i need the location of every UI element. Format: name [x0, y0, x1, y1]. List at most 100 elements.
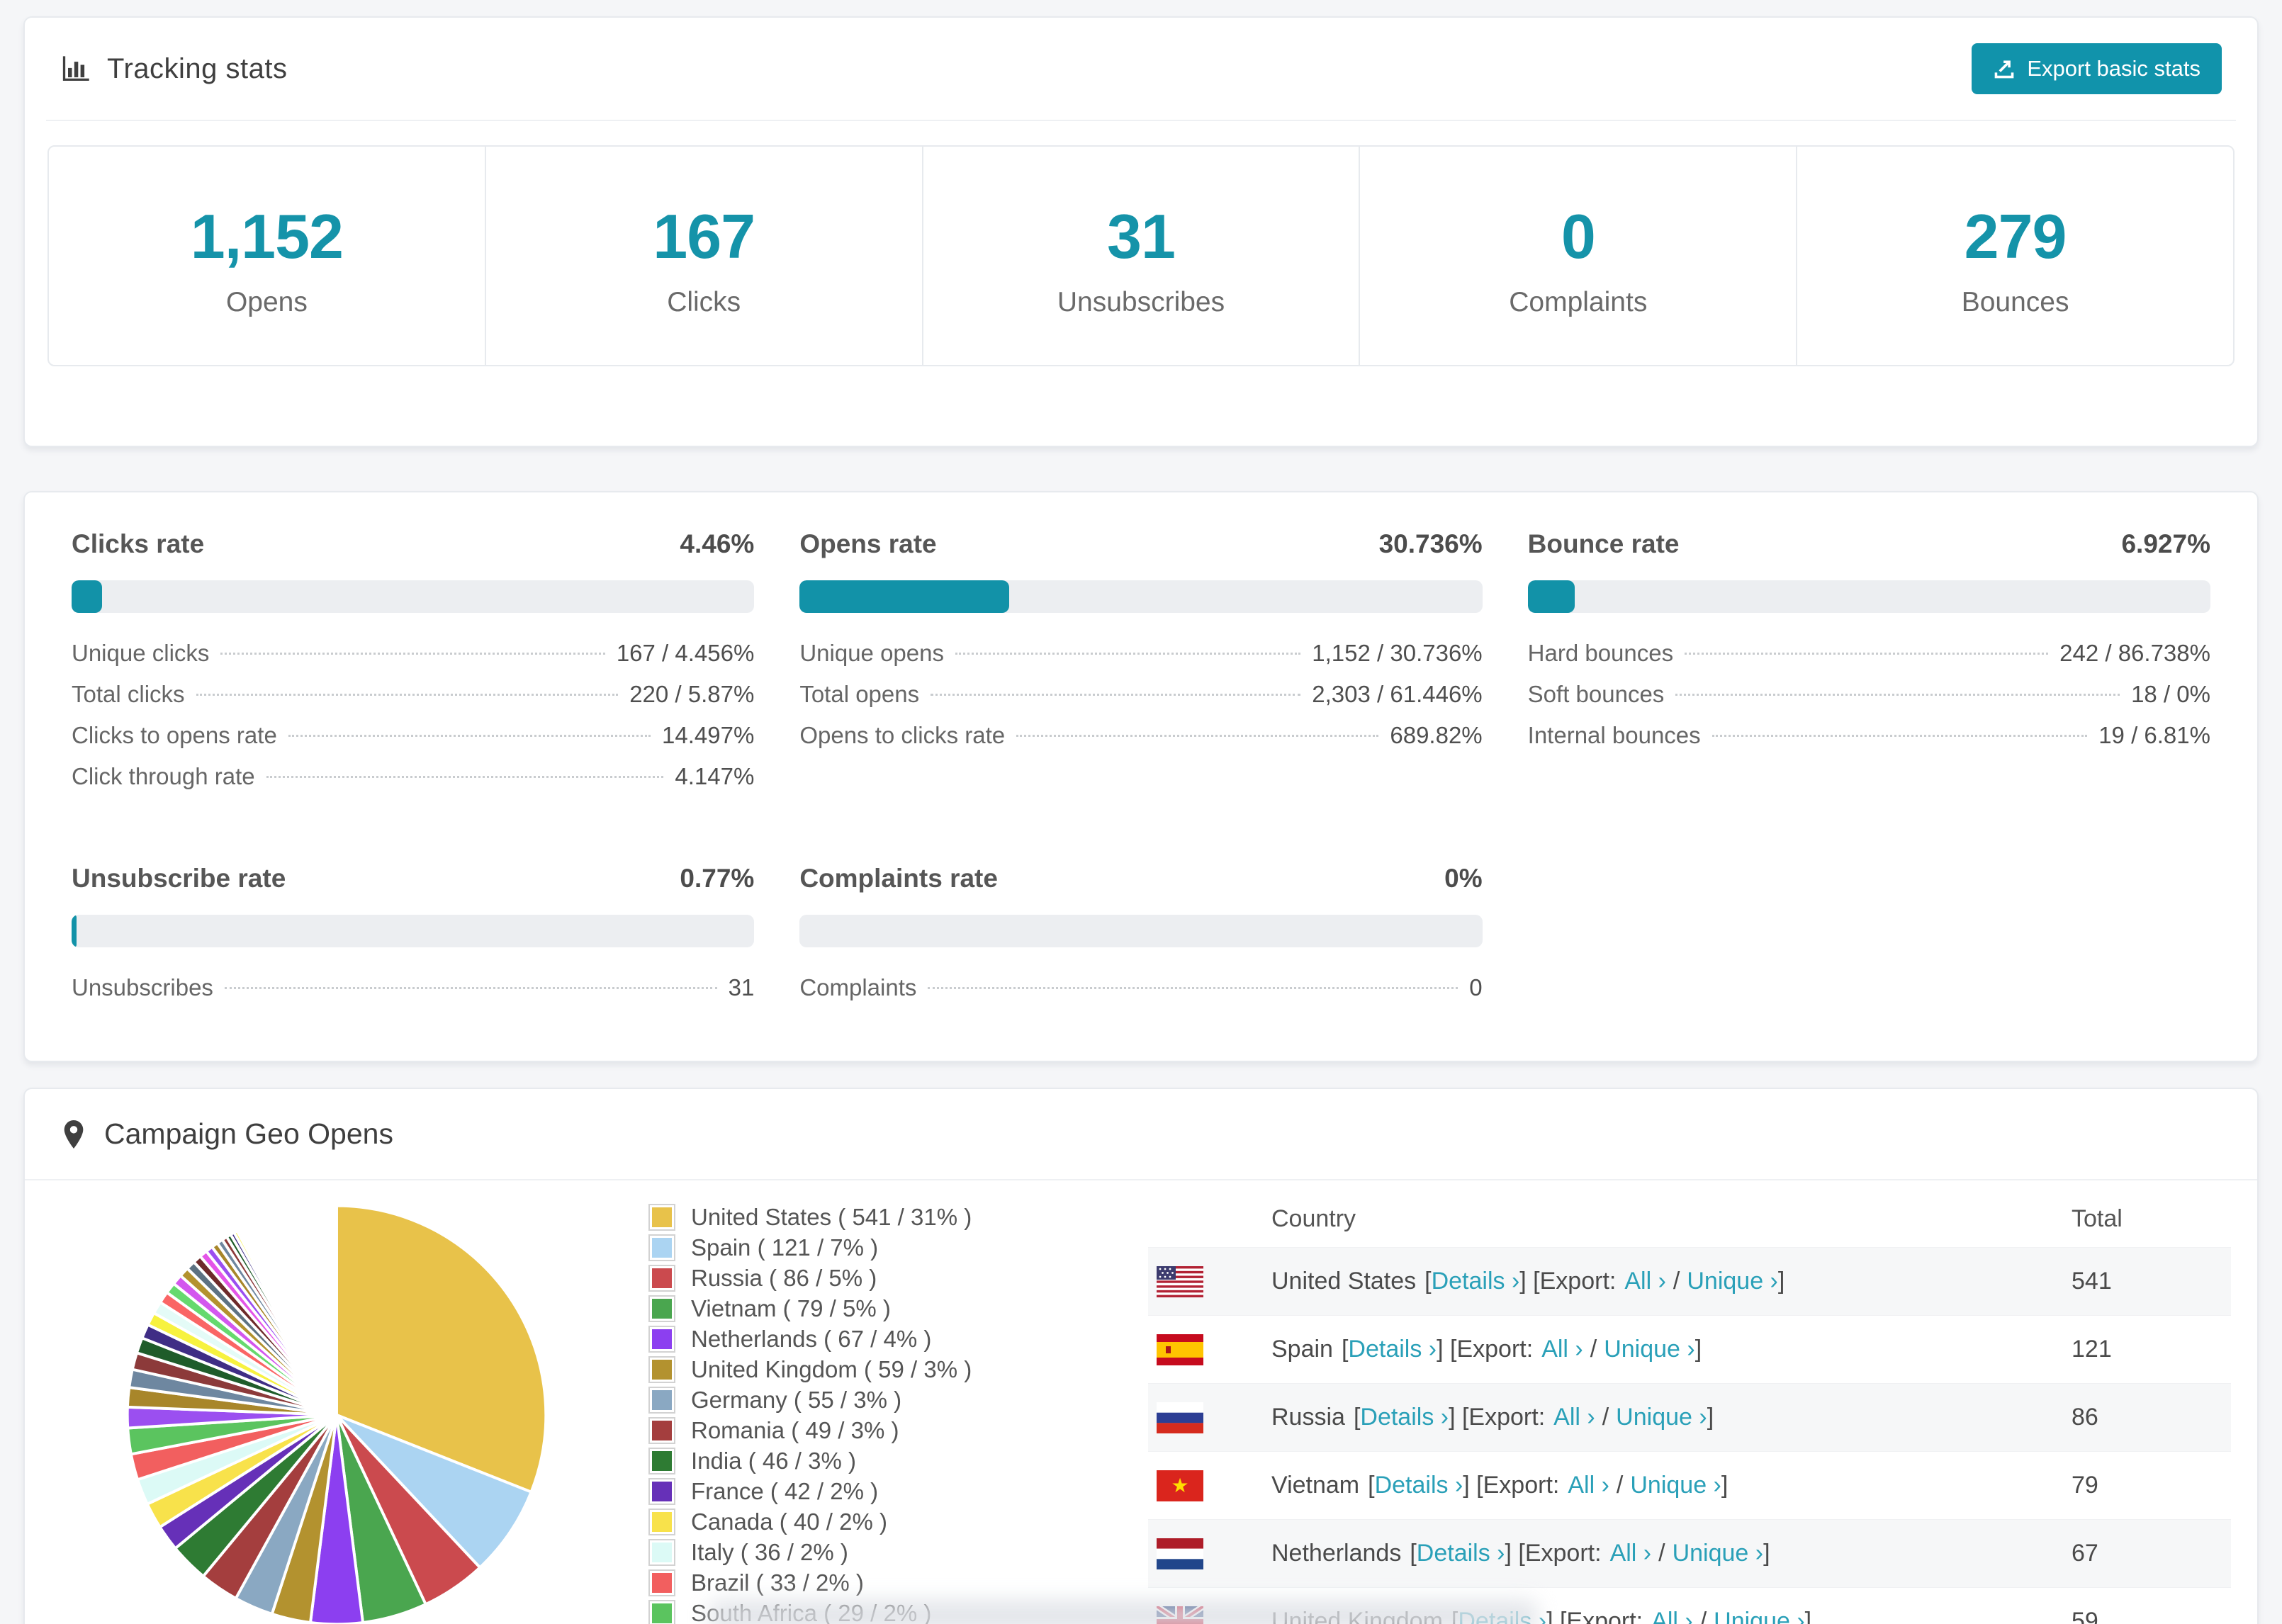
- country-total: 79: [2072, 1472, 2098, 1499]
- summary-stats-row: 1,152 Opens 167 Clicks 31 Unsubscribes 0…: [47, 145, 2235, 366]
- geo-header-divider: [25, 1179, 2257, 1180]
- legend-swatch: [648, 1447, 675, 1474]
- complaints-rate-progress-bar: [799, 915, 1483, 947]
- legend-swatch: [648, 1295, 675, 1322]
- geo-opens-table: Country Total United States [Details ›] […: [1148, 1190, 2231, 1624]
- tracking-stats-card: Tracking stats Export basic stats 1,152 …: [23, 16, 2259, 447]
- opens-rate-block: Opens rate 30.736% Unique opens 1,152 / 3…: [799, 529, 1483, 804]
- rate-value: 0%: [1444, 864, 1483, 893]
- legend-label: Germany ( 55 / 3% ): [691, 1386, 902, 1413]
- legend-label: Vietnam ( 79 / 5% ): [691, 1295, 891, 1321]
- country-total: 59: [2072, 1608, 2098, 1624]
- complaints-count: 0: [1561, 201, 1596, 271]
- country-total: 121: [2072, 1336, 2112, 1363]
- stat-row: Total opens 2,303 / 61.446%: [799, 681, 1483, 707]
- clicks-count: 167: [653, 201, 755, 271]
- us-flag-icon: [1157, 1265, 1203, 1297]
- export-unique-link[interactable]: Unique ›: [1630, 1472, 1721, 1499]
- export-unique-link[interactable]: Unique ›: [1672, 1540, 1764, 1567]
- legend-label: Italy ( 36 / 2% ): [691, 1538, 848, 1565]
- legend-swatch: [648, 1508, 675, 1535]
- table-header-row: Country Total: [1148, 1190, 2231, 1247]
- export-all-link[interactable]: All ›: [1651, 1608, 1693, 1624]
- legend-label: Spain ( 121 / 7% ): [691, 1234, 879, 1261]
- legend-label: United Kingdom ( 59 / 3% ): [691, 1355, 972, 1382]
- legend-swatch: [648, 1234, 675, 1261]
- legend-swatch: [648, 1203, 675, 1231]
- rate-title: Clicks rate: [72, 529, 205, 558]
- stat-bounces: 279 Bounces: [1796, 147, 2233, 365]
- details-link[interactable]: Details ›: [1416, 1540, 1505, 1567]
- table-row: Russia [Details ›] [Export: All › / Unique ›…: [1148, 1383, 2231, 1451]
- bounces-count: 279: [1964, 201, 2067, 271]
- stat-row: Complaints 0: [799, 974, 1483, 1000]
- export-all-link[interactable]: All ›: [1624, 1268, 1666, 1295]
- rate-value: 30.736%: [1378, 529, 1483, 558]
- opens-count: 1,152: [190, 201, 344, 271]
- legend-swatch: [648, 1599, 675, 1624]
- opens-rate-progress-bar: [799, 580, 1483, 613]
- legend-item: Vietnam ( 79 / 5% ): [648, 1293, 1148, 1324]
- country-name: Vietnam: [1271, 1472, 1360, 1499]
- geo-pie-wrap: [25, 1180, 648, 1624]
- svg-text:★: ★: [1171, 1474, 1188, 1497]
- details-link[interactable]: Details ›: [1374, 1472, 1463, 1499]
- export-all-link[interactable]: All ›: [1541, 1336, 1583, 1363]
- legend-label: India ( 46 / 3% ): [691, 1447, 856, 1474]
- rate-value: 6.927%: [2121, 529, 2210, 558]
- table-row: Netherlands [Details ›] [Export: All › / Uni…: [1148, 1519, 2231, 1587]
- vietnam-flag-icon: ★: [1157, 1470, 1203, 1501]
- bottom-shadow: [709, 1600, 1538, 1624]
- legend-label: Romania ( 49 / 3% ): [691, 1416, 899, 1443]
- legend-label: France ( 42 / 2% ): [691, 1477, 879, 1504]
- bounce-rate-progress-bar: [1527, 580, 2210, 613]
- rate-value: 0.77%: [680, 864, 755, 893]
- export-unique-link[interactable]: Unique ›: [1687, 1268, 1778, 1295]
- unsubscribe-rate-progress-bar: [72, 915, 755, 947]
- export-unique-link[interactable]: Unique ›: [1714, 1608, 1805, 1624]
- geo-pie-chart: [125, 1204, 548, 1624]
- stat-row: Internal bounces 19 / 6.81%: [1527, 722, 2210, 748]
- legend-item: Canada ( 40 / 2% ): [648, 1506, 1148, 1537]
- export-all-link[interactable]: All ›: [1553, 1404, 1595, 1431]
- netherlands-flag-icon: [1157, 1538, 1203, 1569]
- export-all-link[interactable]: All ›: [1568, 1472, 1609, 1499]
- geo-section-title: Campaign Geo Opens: [104, 1117, 393, 1150]
- column-header-total: Total: [2072, 1205, 2123, 1232]
- export-unique-link[interactable]: Unique ›: [1616, 1404, 1707, 1431]
- export-basic-stats-button[interactable]: Export basic stats: [1972, 43, 2222, 94]
- table-row: Spain [Details ›] [Export: All › / Unique ›]…: [1148, 1315, 2231, 1383]
- legend-item: Netherlands ( 67 / 4% ): [648, 1324, 1148, 1354]
- bounce-rate-block: Bounce rate 6.927% Hard bounces 242 / 86.…: [1527, 529, 2210, 804]
- legend-item: Italy ( 36 / 2% ): [648, 1537, 1148, 1567]
- russia-flag-icon: [1157, 1402, 1203, 1433]
- country-total: 541: [2072, 1268, 2112, 1295]
- country-name: Russia: [1271, 1404, 1345, 1431]
- campaign-geo-opens-card: Campaign Geo Opens United States ( 541 /…: [23, 1088, 2259, 1624]
- legend-swatch: [648, 1386, 675, 1414]
- details-link[interactable]: Details ›: [1360, 1404, 1449, 1431]
- country-name: United States: [1271, 1268, 1417, 1295]
- clicks-rate-progress-bar: [72, 580, 755, 613]
- legend-item: Brazil ( 33 / 2% ): [648, 1567, 1148, 1598]
- details-link[interactable]: Details ›: [1348, 1336, 1437, 1363]
- legend-swatch: [648, 1355, 675, 1383]
- country-name: Spain: [1271, 1336, 1333, 1363]
- rate-title: Unsubscribe rate: [72, 864, 286, 893]
- details-link[interactable]: Details ›: [1431, 1268, 1520, 1295]
- country-total: 86: [2072, 1404, 2098, 1431]
- stat-clicks: 167 Clicks: [484, 147, 922, 365]
- legend-item: France ( 42 / 2% ): [648, 1476, 1148, 1506]
- export-unique-link[interactable]: Unique ›: [1604, 1336, 1695, 1363]
- tracking-stats-header: Tracking stats Export basic stats: [25, 18, 2257, 120]
- legend-label: United States ( 541 / 31% ): [691, 1203, 972, 1230]
- legend-label: Russia ( 86 / 5% ): [691, 1264, 877, 1291]
- export-all-link[interactable]: All ›: [1609, 1540, 1652, 1567]
- stat-row: Opens to clicks rate 689.82%: [799, 722, 1483, 748]
- legend-item: Russia ( 86 / 5% ): [648, 1263, 1148, 1293]
- legend-swatch: [648, 1569, 675, 1596]
- country-name: Netherlands: [1271, 1540, 1402, 1567]
- legend-swatch: [648, 1416, 675, 1444]
- legend-item: India ( 46 / 3% ): [648, 1445, 1148, 1476]
